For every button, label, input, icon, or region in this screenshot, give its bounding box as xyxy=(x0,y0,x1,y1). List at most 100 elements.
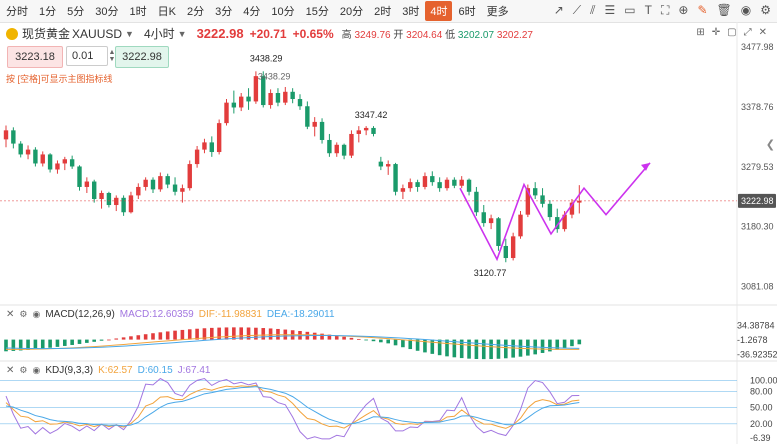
crosshair-icon[interactable]: ✛ xyxy=(711,27,721,38)
candle-body xyxy=(577,200,582,203)
candle-body xyxy=(400,188,406,192)
candle-body xyxy=(341,144,347,156)
symbol-info: 现货黄金 XAUUSD ▼ 4小时 ▼ 3222.98 +20.71 +0.65… xyxy=(6,25,533,42)
layout-icon[interactable]: ⊞ xyxy=(696,27,705,38)
macd-histogram-bar xyxy=(320,333,324,340)
timeframe-16[interactable]: 更多 xyxy=(486,6,509,18)
timeframe-0[interactable]: 分时 xyxy=(6,6,28,18)
macd-histogram-bar xyxy=(217,327,221,340)
candle-body xyxy=(224,102,229,124)
candle-body xyxy=(202,142,207,150)
timeframe-15[interactable]: 6时 xyxy=(458,6,476,18)
macd-histogram-bar xyxy=(459,339,464,359)
kdj-y-tick: 20.00 xyxy=(750,419,773,429)
timeframe-11[interactable]: 20分 xyxy=(339,6,364,18)
eye-icon[interactable]: ◉ xyxy=(32,365,41,375)
candle-body xyxy=(422,176,428,187)
fullscreen-icon[interactable]: ⤢ xyxy=(743,27,752,38)
candle-body xyxy=(305,106,310,127)
ray-icon[interactable]: ⟋ xyxy=(572,3,582,17)
timeframe-6[interactable]: 2分 xyxy=(186,6,205,18)
settings-icon[interactable]: ⚙ xyxy=(760,3,771,17)
timeframe-10[interactable]: 15分 xyxy=(305,6,329,18)
timeframe-4[interactable]: 1时 xyxy=(129,6,147,18)
edit-icon[interactable]: ✎ xyxy=(697,3,708,17)
rectangle-icon[interactable]: ▭ xyxy=(624,3,636,17)
timeframe-2[interactable]: 5分 xyxy=(67,6,85,18)
timeframe-3[interactable]: 30分 xyxy=(95,6,119,18)
parallel-channel-icon[interactable]: ⫽ xyxy=(590,3,596,17)
chart-header-icons: ⊞ ✛ ▢ ⤢ ✕ xyxy=(696,27,767,38)
macd-histogram-bar xyxy=(114,338,119,340)
symbol-code[interactable]: XAUUSD xyxy=(72,26,123,41)
timeframe-5[interactable]: 日K xyxy=(157,6,176,18)
timeframe-8[interactable]: 4分 xyxy=(243,6,261,18)
macd-histogram-bar xyxy=(92,339,96,342)
timeframe-1[interactable]: 1分 xyxy=(39,6,57,18)
fib-icon[interactable]: ⛶ xyxy=(660,3,670,17)
macd-histogram-bar xyxy=(261,328,266,340)
price-annotation: 3120.77 xyxy=(474,268,507,278)
y-tick-label: 3180.30 xyxy=(741,222,774,232)
candle-body xyxy=(84,181,90,187)
macd-histogram-bar xyxy=(430,339,435,354)
quantity-stepper-icon[interactable]: ▲ ▼ xyxy=(108,49,116,63)
macd-histogram-bar xyxy=(151,333,155,340)
timeframe-7[interactable]: 3分 xyxy=(215,6,233,18)
kdj-y-tick: 100.00 xyxy=(750,376,777,386)
trend-line-icon[interactable]: ↗ xyxy=(553,3,564,17)
candle-body xyxy=(503,245,508,259)
close-icon[interactable]: ✕ xyxy=(758,27,767,38)
candle-body xyxy=(547,203,553,218)
macd-histogram-bar xyxy=(349,337,354,340)
candle-body xyxy=(11,130,16,144)
close-icon[interactable]: ✕ xyxy=(6,365,15,376)
chevron-down-icon[interactable]: ▼ xyxy=(177,28,187,39)
candle-body xyxy=(69,159,75,167)
symbol-name[interactable]: 现货黄金 xyxy=(22,27,71,41)
timeframe-9[interactable]: 10分 xyxy=(271,6,295,18)
horizontal-line-icon[interactable]: ☰ xyxy=(604,3,616,17)
candle-body xyxy=(349,133,354,156)
close-icon[interactable]: ✕ xyxy=(6,309,15,320)
gear-icon[interactable]: ⚙ xyxy=(19,365,28,375)
visibility-icon[interactable]: ◉ xyxy=(740,3,752,17)
candle-body xyxy=(18,143,23,155)
macd-value: MACD:12.60359 xyxy=(119,309,194,320)
candle-body xyxy=(312,121,317,127)
quantity-input[interactable]: 0.01 xyxy=(66,46,108,66)
delete-icon[interactable]: 🗑 xyxy=(716,3,732,17)
timeframe-13[interactable]: 3时 xyxy=(402,6,420,18)
macd-histogram-bar xyxy=(504,339,508,359)
candle-body xyxy=(415,182,420,187)
current-price-badge xyxy=(738,193,776,208)
macd-histogram-bar xyxy=(33,339,38,350)
text-icon[interactable]: T xyxy=(644,3,652,17)
chevron-down-icon[interactable]: ▼ xyxy=(125,28,134,39)
chevron-left-icon[interactable]: ❮ xyxy=(765,139,775,151)
macd-histogram-bar xyxy=(408,339,413,350)
timeframe-14[interactable]: 4时 xyxy=(425,1,453,21)
macd-histogram-bar xyxy=(511,339,515,358)
gear-icon[interactable]: ⚙ xyxy=(19,309,28,319)
candle-body xyxy=(92,181,97,199)
macd-histogram-bar xyxy=(195,328,199,340)
candle-body xyxy=(209,142,214,153)
timeframe-12[interactable]: 2时 xyxy=(374,6,392,18)
candle-body xyxy=(165,176,170,185)
macd-histogram-bar xyxy=(423,339,427,353)
candle-body xyxy=(533,188,538,196)
kdj-d-value: D:60.15 xyxy=(137,365,173,376)
eye-icon[interactable]: ◉ xyxy=(32,309,41,319)
period-label[interactable]: 4小时 xyxy=(143,27,175,41)
window-icon[interactable]: ▢ xyxy=(727,27,737,38)
current-price: 3222.98 xyxy=(196,26,244,41)
sell-price-button[interactable]: 3223.18 xyxy=(7,46,63,68)
macd-histogram-bar xyxy=(18,339,23,351)
more-tools-icon[interactable]: ⊕ xyxy=(678,3,689,17)
candle-body xyxy=(136,186,141,196)
y-tick-label: 3378.76 xyxy=(741,102,774,112)
macd-histogram-bar xyxy=(210,327,214,340)
buy-price-button[interactable]: 3222.98 xyxy=(115,46,169,68)
